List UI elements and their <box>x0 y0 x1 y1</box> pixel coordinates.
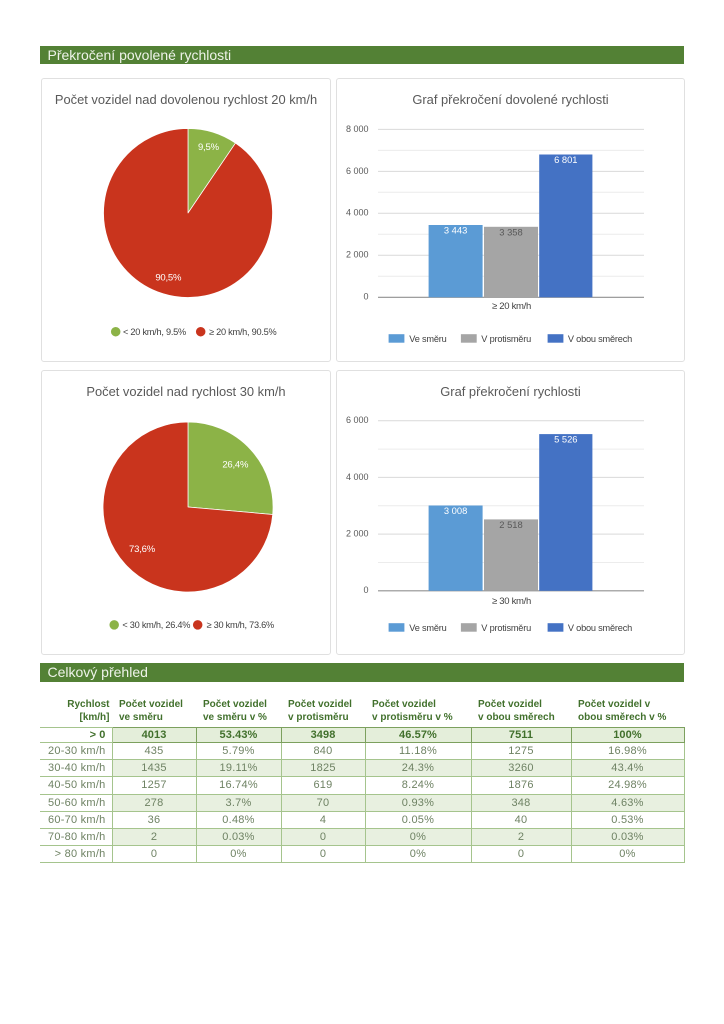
svg-text:8 000: 8 000 <box>346 124 369 134</box>
svg-text:3 358: 3 358 <box>499 226 522 237</box>
svg-text:9,5%: 9,5% <box>198 142 220 153</box>
svg-text:6 000: 6 000 <box>346 415 369 425</box>
svg-text:90,5%: 90,5% <box>155 273 182 284</box>
svg-text:V protisměru: V protisměru <box>481 623 531 633</box>
svg-text:4 000: 4 000 <box>346 208 369 218</box>
svg-text:V obou směrech: V obou směrech <box>568 623 632 633</box>
svg-text:6 000: 6 000 <box>346 166 369 176</box>
svg-text:Ve směru: Ve směru <box>409 623 446 633</box>
svg-text:4 000: 4 000 <box>346 472 369 482</box>
svg-text:≥ 20 km/h: ≥ 20 km/h <box>492 301 531 312</box>
svg-text:5 526: 5 526 <box>554 434 577 445</box>
svg-text:73,6%: 73,6% <box>129 544 156 555</box>
svg-text:3 443: 3 443 <box>444 225 467 236</box>
svg-text:< 20 km/h, 9.5%: < 20 km/h, 9.5% <box>123 327 186 337</box>
svg-text:≥ 30 km/h, 73.6%: ≥ 30 km/h, 73.6% <box>207 620 275 630</box>
svg-text:26,4%: 26,4% <box>222 460 249 471</box>
svg-text:6 801: 6 801 <box>554 154 577 165</box>
svg-text:≥ 20 km/h, 90.5%: ≥ 20 km/h, 90.5% <box>209 327 277 337</box>
svg-text:Ve směru: Ve směru <box>409 334 446 344</box>
svg-text:0: 0 <box>363 292 368 302</box>
svg-text:V obou směrech: V obou směrech <box>568 334 632 344</box>
svg-text:3 008: 3 008 <box>444 505 467 516</box>
svg-text:0: 0 <box>363 585 368 595</box>
svg-text:2 000: 2 000 <box>346 250 369 260</box>
svg-text:V protisměru: V protisměru <box>481 334 531 344</box>
svg-text:2 518: 2 518 <box>499 519 522 530</box>
svg-text:< 30 km/h, 26.4%: < 30 km/h, 26.4% <box>122 620 190 630</box>
svg-text:2 000: 2 000 <box>346 529 369 539</box>
svg-text:≥ 30 km/h: ≥ 30 km/h <box>492 596 531 607</box>
